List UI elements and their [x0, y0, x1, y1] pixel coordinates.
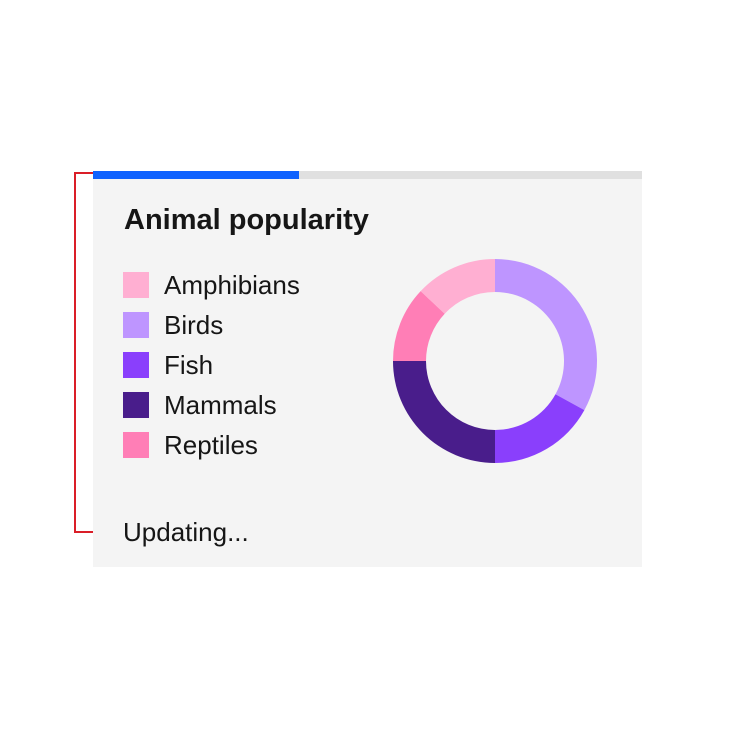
- legend-swatch: [123, 392, 149, 418]
- loading-bar-track: [93, 171, 642, 179]
- legend-item-reptiles[interactable]: Reptiles: [123, 432, 300, 458]
- donut-segment-reptiles[interactable]: [393, 291, 445, 361]
- legend-item-birds[interactable]: Birds: [123, 312, 300, 338]
- donut-chart: [393, 259, 597, 463]
- donut-segment-fish[interactable]: [495, 394, 585, 463]
- chart-title: Animal popularity: [124, 204, 369, 236]
- legend-swatch: [123, 312, 149, 338]
- legend-item-fish[interactable]: Fish: [123, 352, 300, 378]
- donut-segment-birds[interactable]: [495, 259, 597, 411]
- legend-label: Mammals: [164, 390, 277, 420]
- legend-swatch: [123, 272, 149, 298]
- donut-segment-mammals[interactable]: [393, 361, 495, 463]
- annotation-bracket-bottom-tick: [74, 531, 107, 533]
- status-text: Updating...: [123, 517, 249, 547]
- annotation-bracket-line: [74, 172, 76, 533]
- legend-item-mammals[interactable]: Mammals: [123, 392, 300, 418]
- legend-swatch: [123, 432, 149, 458]
- loading-bar-fill: [93, 171, 299, 179]
- annotation-bracket-top-tick: [74, 172, 93, 174]
- legend-label: Birds: [164, 310, 224, 340]
- chart-card: Animal popularity Amphibians Birds Fish Mam…: [93, 171, 642, 567]
- legend-item-amphibians[interactable]: Amphibians: [123, 272, 300, 298]
- donut-segment-amphibians[interactable]: [420, 259, 495, 314]
- chart-legend: Amphibians Birds Fish Mammals Reptiles: [123, 272, 300, 458]
- legend-swatch: [123, 352, 149, 378]
- legend-label: Amphibians: [164, 270, 300, 300]
- legend-label: Reptiles: [164, 430, 258, 460]
- legend-label: Fish: [164, 350, 214, 380]
